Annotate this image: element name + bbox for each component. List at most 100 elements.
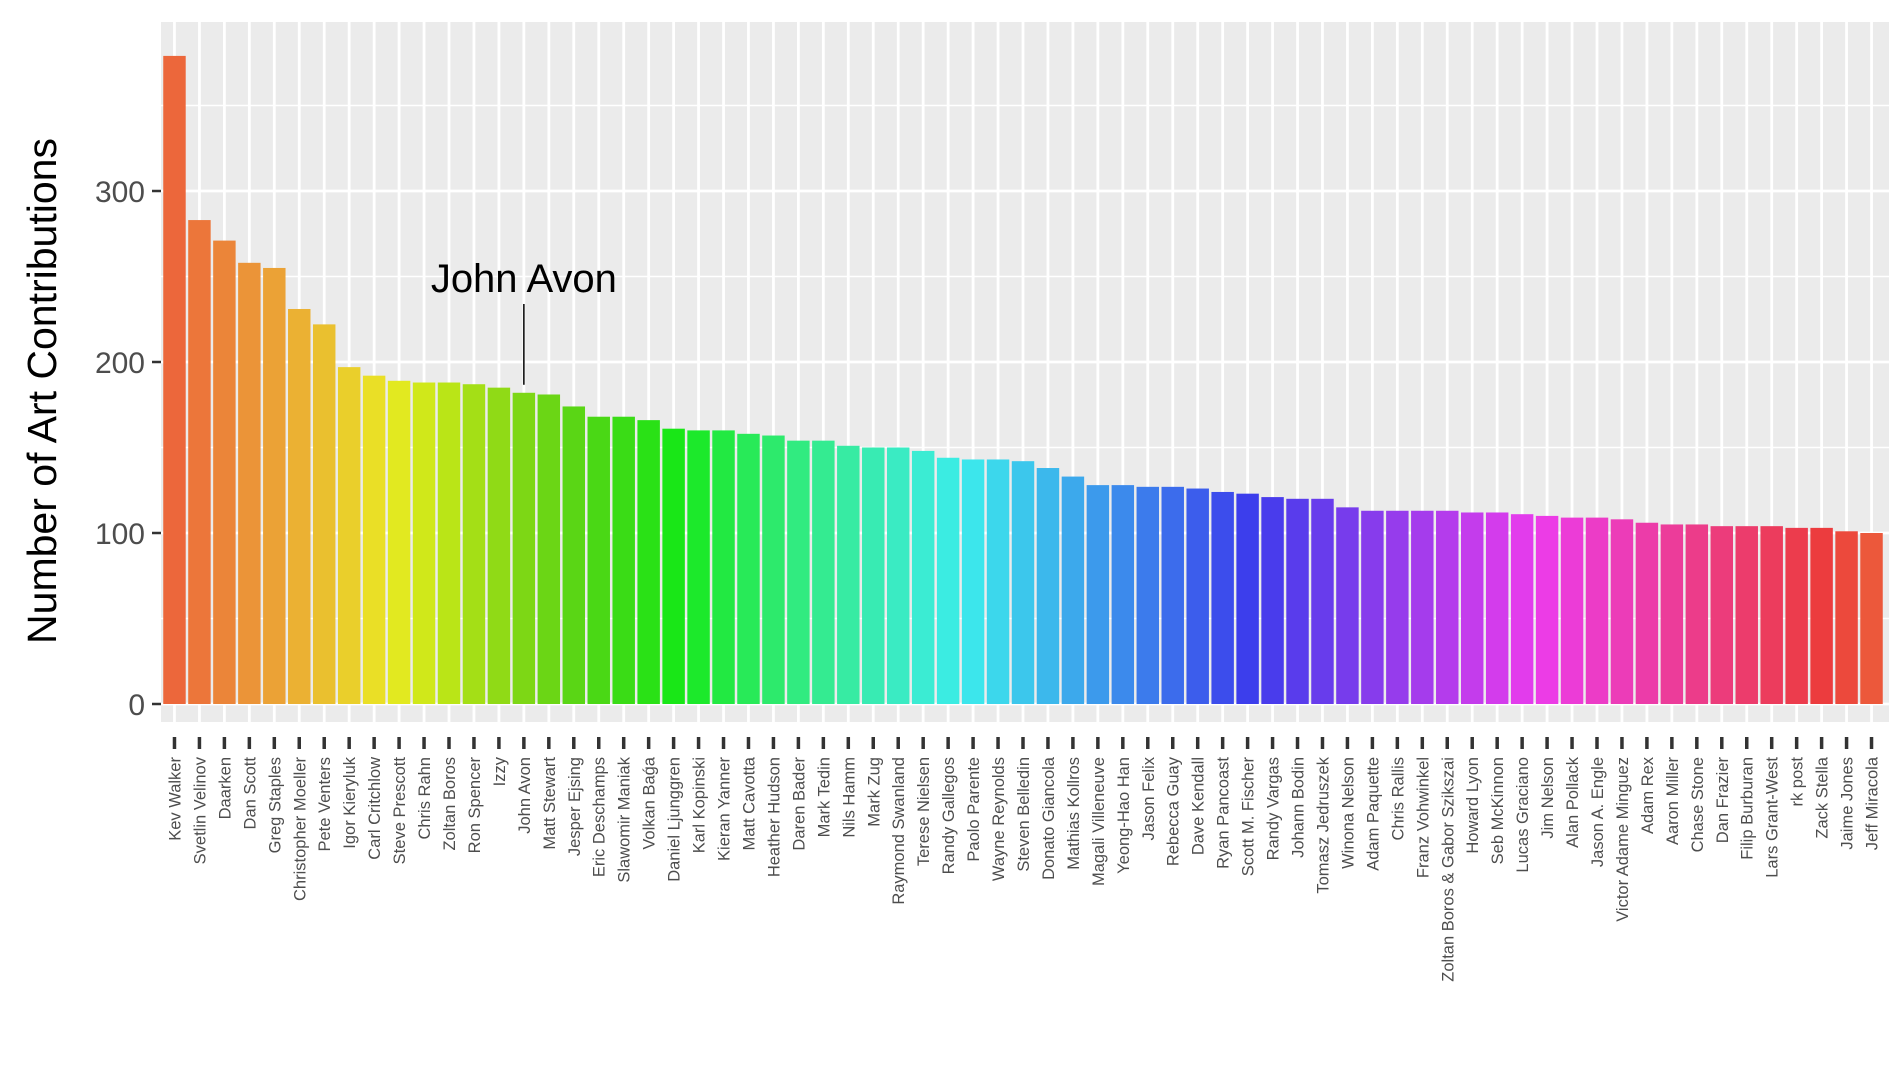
bar xyxy=(1710,526,1734,704)
bar xyxy=(1261,497,1284,704)
x-tick-label: Tomasz Jedruszek xyxy=(1314,756,1332,893)
x-tick-label: Pete Venters xyxy=(316,757,334,851)
x-tick-label: Randy Gallegos xyxy=(940,757,958,874)
x-tick-label: Ryan Pancoast xyxy=(1215,757,1233,869)
y-tick-label: 100 xyxy=(95,518,145,551)
bar xyxy=(337,367,361,704)
x-tick-label: Mark Zug xyxy=(865,757,883,827)
x-tick-label: Chris Rahn xyxy=(416,757,434,840)
x-tick-label: Chase Stone xyxy=(1689,757,1707,852)
x-tick-label: John Avon xyxy=(516,757,534,834)
x-tick-label: Dan Scott xyxy=(241,757,259,830)
bar xyxy=(1436,510,1459,704)
bar xyxy=(1460,512,1484,704)
y-axis: 0 100 200 300 xyxy=(95,176,161,722)
bar xyxy=(1236,493,1259,704)
annotation-label: John Avon xyxy=(431,257,617,301)
bar xyxy=(1735,526,1758,704)
bar xyxy=(1186,488,1209,704)
bar xyxy=(512,392,536,704)
x-tick-label: Paolo Parente xyxy=(965,757,983,862)
x-tick-label: Kev Walker xyxy=(166,757,184,841)
bar xyxy=(213,240,236,704)
bar xyxy=(837,445,860,704)
bar xyxy=(1286,498,1309,704)
x-tick-label: Mark Tedin xyxy=(815,757,833,837)
bar xyxy=(163,55,186,705)
bar xyxy=(1635,522,1659,704)
bar xyxy=(362,375,386,704)
x-tick-label: Seb McKinnon xyxy=(1489,757,1507,864)
bar xyxy=(1510,514,1534,704)
bar xyxy=(886,447,910,704)
x-tick-label: Randy Vargas xyxy=(1265,757,1283,860)
bar xyxy=(1785,527,1808,704)
x-tick-label: Volkan Baǵa xyxy=(641,756,659,849)
bar xyxy=(637,420,660,704)
bar xyxy=(961,459,985,704)
bar xyxy=(412,382,436,704)
x-tick-label: Izzy xyxy=(491,756,509,786)
x-tick-label: Franz Vohwinkel xyxy=(1414,757,1432,878)
x-tick-label: Raymond Swanland xyxy=(890,757,908,905)
bar xyxy=(263,267,286,704)
bar xyxy=(1685,524,1709,704)
bar xyxy=(462,384,486,704)
x-tick-label: Greg Staples xyxy=(266,757,284,853)
bar xyxy=(1535,515,1559,704)
x-tick-label: Winona Nelson xyxy=(1339,757,1357,869)
x-tick-label: Igor Kieryluk xyxy=(341,756,359,848)
bar xyxy=(1810,527,1833,704)
x-tick-label: Jim Nelson xyxy=(1539,757,1557,839)
bar xyxy=(1011,461,1035,704)
bar xyxy=(312,324,336,704)
bar xyxy=(537,394,561,704)
bar xyxy=(1211,491,1234,704)
bar xyxy=(787,440,810,704)
x-tick-label: Jeff Miracola xyxy=(1864,756,1882,850)
y-axis-title: Number of Art Contributions xyxy=(19,138,65,644)
y-tick-label: 300 xyxy=(95,176,145,209)
bar xyxy=(188,220,211,704)
bar xyxy=(1336,507,1359,704)
x-tick-label: Chris Rallis xyxy=(1389,757,1407,840)
bar xyxy=(737,433,760,704)
x-tick-label: Johann Bodin xyxy=(1290,757,1308,858)
bar xyxy=(1835,531,1858,704)
x-tick-label: Terese Nielsen xyxy=(915,757,933,866)
bar xyxy=(1386,510,1409,704)
annotation: John Avon xyxy=(431,257,617,385)
bar xyxy=(1111,485,1135,704)
x-tick-label: Adam Paquette xyxy=(1364,757,1382,871)
x-tick-label: Adam Rex xyxy=(1639,756,1657,834)
x-tick-label: Howard Lyon xyxy=(1464,757,1482,854)
bar xyxy=(1760,526,1783,704)
x-tick-label: rk post xyxy=(1789,757,1807,807)
bar xyxy=(1311,498,1334,704)
x-tick-label: Victor Adame Minguez xyxy=(1614,757,1632,922)
x-tick-label: Wayne Reynolds xyxy=(990,757,1008,881)
bar xyxy=(238,262,261,704)
bar xyxy=(612,416,635,704)
bar xyxy=(437,382,461,704)
x-tick-label: Aaron Miller xyxy=(1664,756,1682,845)
x-tick-label: Eric Deschamps xyxy=(591,757,609,877)
x-tick-label: Filip Burburan xyxy=(1739,757,1757,860)
x-tick-label: Daniel Ljunggren xyxy=(666,757,684,882)
bar xyxy=(862,447,885,704)
x-tick-label: Rebecca Guay xyxy=(1165,756,1183,866)
x-tick-label: Dan Frazier xyxy=(1714,757,1732,844)
bar xyxy=(712,430,735,704)
x-tick-label: Alan Pollack xyxy=(1564,756,1582,848)
bar xyxy=(1411,510,1434,704)
bar xyxy=(1161,486,1184,704)
bar xyxy=(288,308,311,704)
x-tick-label: Daarken xyxy=(216,757,234,819)
x-tick-label: Kieran Yanner xyxy=(716,757,734,861)
y-tick-label: 0 xyxy=(128,689,145,722)
x-tick-label: Jaime Jones xyxy=(1839,757,1857,850)
bar xyxy=(487,387,511,704)
x-tick-label: Donato Giancola xyxy=(1040,756,1058,880)
